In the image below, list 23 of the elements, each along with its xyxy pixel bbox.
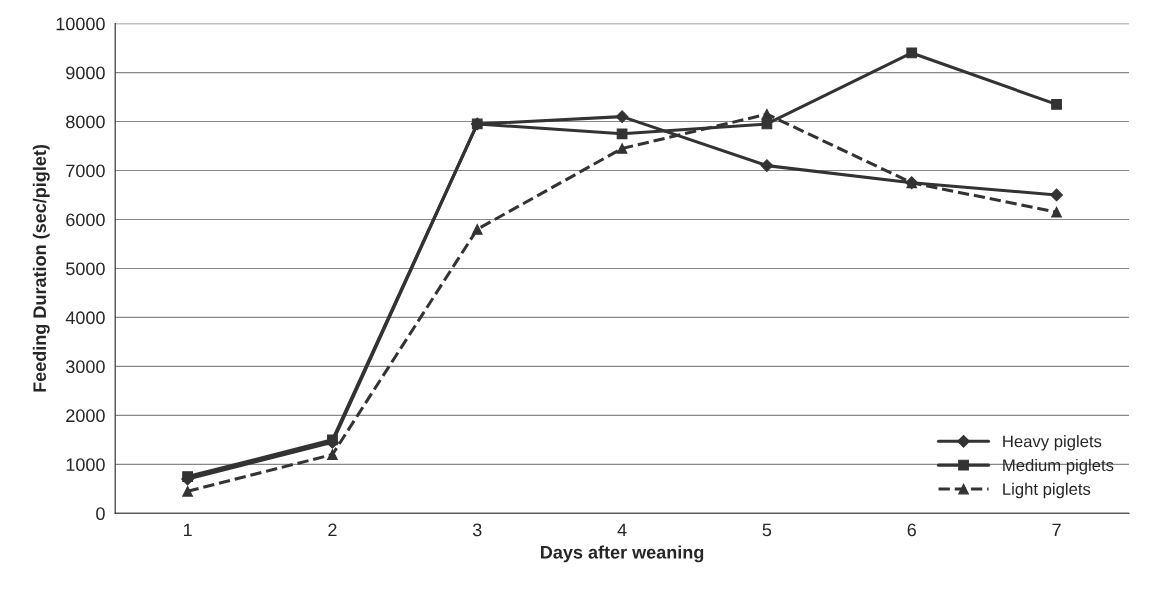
y-axis-title: Feeding Duration (sec/piglet) [32, 144, 50, 392]
y-tick-label: 10000 [56, 17, 105, 31]
y-tick-label: 8000 [66, 115, 105, 129]
x-tick-label: 7 [1052, 523, 1061, 537]
y-tick-label: 2000 [66, 409, 105, 423]
x-axis-title: Days after weaning [541, 545, 704, 563]
y-tick-label: 4000 [65, 311, 105, 325]
y-tick-label: 7000 [66, 164, 105, 178]
x-tick-label: 5 [762, 523, 772, 537]
y-tick-label: 5000 [66, 262, 105, 276]
x-tick-label: 6 [907, 523, 916, 537]
y-tick-label: 1000 [66, 458, 105, 472]
y-tick-label: 9000 [66, 66, 105, 80]
legend-label: Light piglets [1003, 482, 1091, 499]
legend-label: Medium piglets [1003, 458, 1114, 475]
y-tick-label: 6000 [66, 213, 105, 227]
x-tick-label: 3 [472, 523, 482, 537]
x-tick-label: 2 [328, 523, 337, 537]
legend-label: Heavy piglets [1003, 435, 1102, 451]
x-tick-label: 1 [183, 523, 192, 537]
y-tick-label: 3000 [66, 360, 105, 374]
x-tick-label: 4 [617, 523, 627, 537]
y-tick-label: 0 [96, 507, 105, 521]
